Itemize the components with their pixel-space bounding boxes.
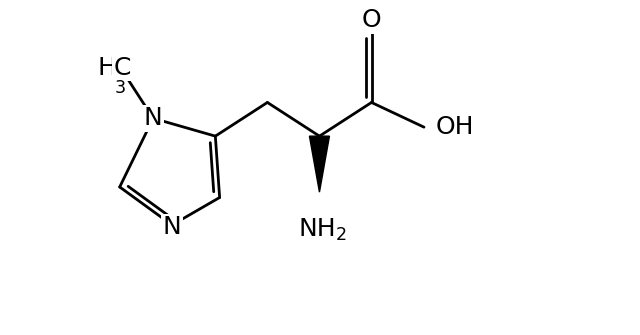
- Polygon shape: [310, 136, 330, 192]
- Text: H: H: [98, 56, 116, 80]
- Text: NH: NH: [299, 217, 336, 241]
- Text: OH: OH: [436, 115, 474, 139]
- Text: 3: 3: [115, 79, 126, 96]
- Text: C: C: [113, 56, 131, 80]
- Text: O: O: [362, 8, 381, 32]
- Text: N: N: [144, 106, 163, 130]
- Text: N: N: [163, 215, 181, 239]
- Text: 2: 2: [336, 226, 347, 244]
